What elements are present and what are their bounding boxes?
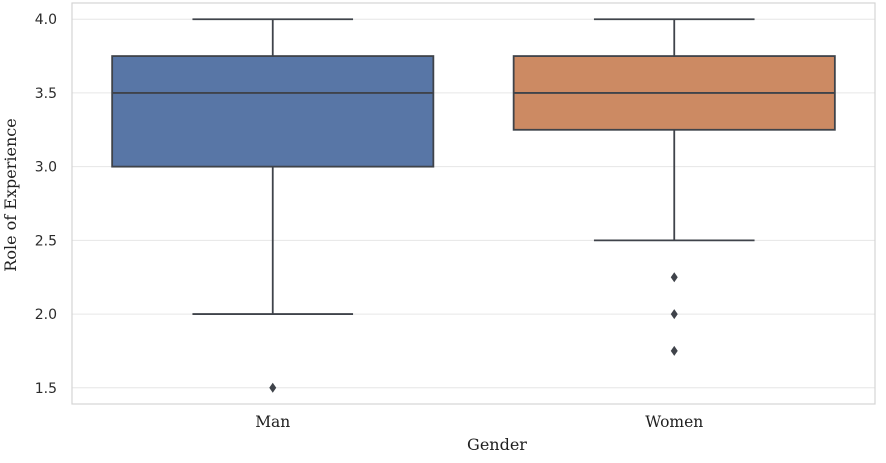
y-tick-label: 1.5: [35, 381, 57, 397]
y-tick-label: 2.5: [35, 233, 57, 249]
outlier-point: [670, 345, 678, 356]
y-tick-label: 3.0: [35, 160, 57, 176]
y-axis-title: Role of Experience: [1, 118, 20, 271]
y-tick-label: 2.0: [35, 307, 57, 323]
plot-border: [71, 2, 876, 405]
x-tick-label-man: Man: [255, 413, 290, 431]
y-tick-label: 3.5: [35, 86, 57, 102]
box-layer: [111, 18, 836, 393]
x-axis-title: Gender: [467, 435, 527, 454]
outlier-point: [269, 382, 277, 393]
outlier-point: [670, 309, 678, 320]
box-man: [111, 55, 435, 168]
box-group-man: [111, 18, 435, 393]
x-tick-label-women: Women: [645, 413, 703, 431]
box-group-women: [512, 18, 836, 356]
tick-layer: 4.0 3.5 3.0 2.5 2.0 1.5 Man Women: [35, 12, 704, 431]
outlier-point: [670, 272, 678, 283]
y-tick-label: 4.0: [35, 12, 57, 28]
